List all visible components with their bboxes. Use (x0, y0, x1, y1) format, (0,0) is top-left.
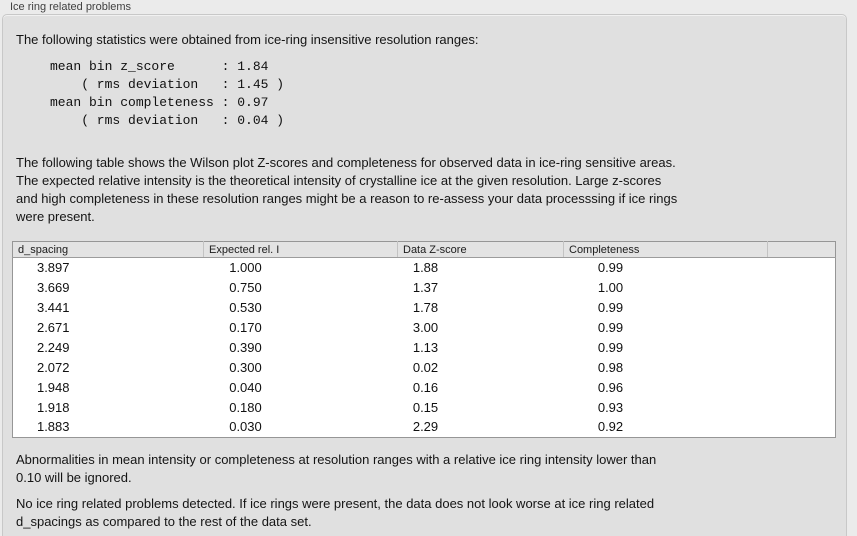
table-cell: 0.02 (412, 359, 439, 375)
table-row[interactable]: 1.948 0.040 0.16 0.96 (13, 378, 836, 398)
table-row[interactable]: 2.249 0.390 1.13 0.99 (13, 338, 836, 358)
table-row[interactable]: 2.671 0.170 3.00 0.99 (13, 318, 836, 338)
table-cell: 0.92 (597, 419, 624, 435)
table-cell: 1.13 (412, 339, 439, 355)
table-cell-filler (768, 418, 836, 438)
table-cell: 1.948 (36, 379, 70, 395)
table-cell: 0.16 (412, 379, 439, 395)
ice-ring-table-header: d_spacing Expected rel. I Data Z-score Comp… (12, 241, 836, 258)
table-cell: 3.441 (36, 299, 70, 315)
table-cell: 0.99 (597, 299, 624, 315)
table-cell: 0.180 (229, 399, 262, 415)
column-header-expected-rel-i[interactable]: Expected rel. I (203, 241, 398, 258)
table-cell: 3.897 (36, 259, 70, 275)
column-header-filler (767, 241, 836, 258)
table-cell: 3.669 (36, 279, 70, 295)
table-cell-filler (768, 378, 836, 398)
table-cell-filler (768, 358, 836, 378)
table-cell: 2.072 (36, 359, 70, 375)
panel-title: Ice ring related problems (10, 1, 132, 13)
table-row[interactable]: 3.441 0.530 1.78 0.99 (13, 298, 836, 318)
ice-ring-table-body: 3.897 1.000 1.88 0.99 3.669 0.750 1.37 1.00 3.44… (13, 258, 836, 438)
intro-text: The following statistics were obtained f… (16, 32, 479, 47)
table-cell: 0.390 (229, 339, 262, 355)
table-cell-filler (768, 298, 836, 318)
table-cell: 1.88 (412, 259, 439, 275)
table-cell: 2.249 (36, 339, 70, 355)
table-cell: 0.98 (597, 359, 624, 375)
stats-block: mean bin z_score : 1.84 ( rms deviation … (50, 59, 285, 128)
table-cell: 1.883 (36, 419, 70, 435)
table-cell: 0.96 (597, 379, 624, 395)
table-row[interactable]: 3.669 0.750 1.37 1.00 (13, 278, 836, 298)
column-header-completeness[interactable]: Completeness (563, 241, 768, 258)
table-header-row: d_spacing Expected rel. I Data Z-score Comp… (12, 241, 836, 258)
table-cell: 0.750 (229, 279, 262, 295)
table-cell: 2.29 (412, 419, 439, 435)
table-cell-filler (768, 338, 836, 358)
table-cell: 1.918 (36, 399, 70, 415)
table-cell: 1.00 (597, 279, 624, 295)
ice-ring-group-box: The following statistics were obtained f… (2, 14, 847, 536)
table-cell: 0.93 (597, 399, 624, 415)
table-row[interactable]: 2.072 0.300 0.02 0.98 (13, 358, 836, 378)
column-header-d-spacing[interactable]: d_spacing (12, 241, 204, 258)
table-cell-filler (768, 258, 836, 278)
table-cell-filler (768, 278, 836, 298)
table-row[interactable]: 1.918 0.180 0.15 0.93 (13, 398, 836, 418)
table-cell-filler (768, 318, 836, 338)
table-cell: 0.99 (597, 259, 624, 275)
table-cell: 0.99 (597, 339, 624, 355)
table-cell: 0.040 (229, 379, 262, 395)
table-cell: 2.671 (36, 319, 70, 335)
table-cell: 0.170 (229, 319, 262, 335)
table-row[interactable]: 3.897 1.000 1.88 0.99 (13, 258, 836, 278)
table-cell: 3.00 (412, 319, 439, 335)
table-cell: 1.78 (412, 299, 439, 315)
table-cell: 0.15 (412, 399, 439, 415)
ignore-note: Abnormalities in mean intensity or compl… (16, 452, 657, 485)
table-cell: 0.030 (229, 419, 262, 435)
table-description: The following table shows the Wilson plo… (16, 155, 678, 224)
table-cell: 1.37 (412, 279, 439, 295)
conclusion-text: No ice ring related problems detected. I… (16, 496, 655, 529)
ice-ring-table: d_spacing Expected rel. I Data Z-score Comp… (12, 241, 836, 438)
table-row[interactable]: 1.883 0.030 2.29 0.92 (13, 418, 836, 438)
column-header-data-z-score[interactable]: Data Z-score (397, 241, 564, 258)
table-cell: 1.000 (229, 259, 262, 275)
table-cell: 0.530 (229, 299, 262, 315)
table-cell-filler (768, 398, 836, 418)
table-cell: 0.300 (229, 359, 262, 375)
table-cell: 0.99 (597, 319, 624, 335)
